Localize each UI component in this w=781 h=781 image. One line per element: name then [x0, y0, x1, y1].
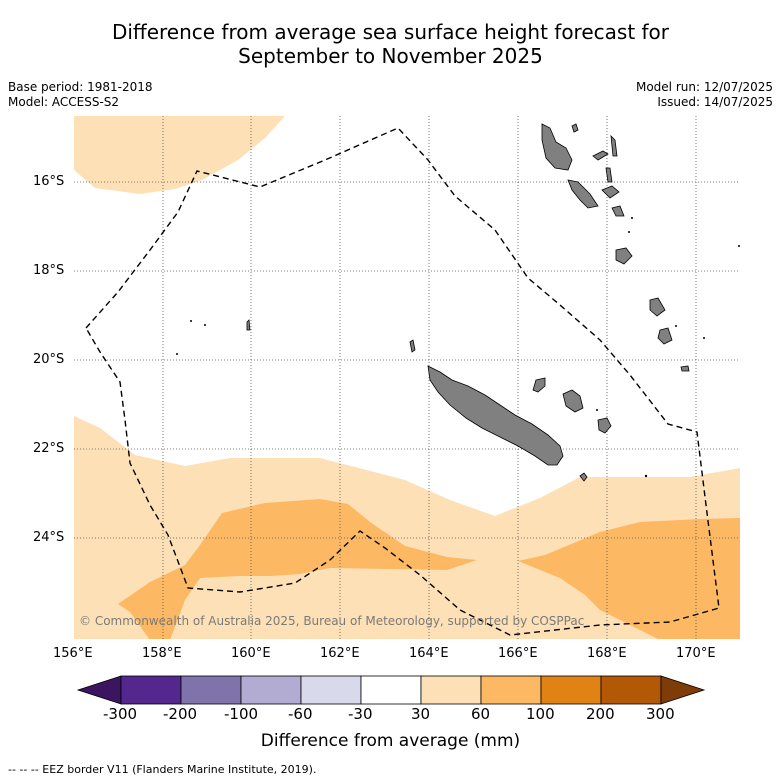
- lon-label: 170°E: [676, 646, 716, 661]
- colorbar-bin: [240, 675, 302, 705]
- espiritu-santo: [541, 123, 573, 171]
- colorbar-label: 30: [411, 705, 431, 723]
- colorbar-label: 60: [471, 705, 491, 723]
- lat-label: 22°S: [33, 441, 65, 456]
- malekula: [567, 179, 599, 209]
- lat-label: 16°S: [33, 174, 65, 189]
- copyright-notice: © Commonwealth of Australia 2025, Bureau…: [79, 614, 585, 628]
- colorbar-bin: [480, 675, 542, 705]
- lon-label: 156°E: [53, 646, 93, 661]
- title-line-2: September to November 2025: [238, 44, 543, 68]
- graticule: [74, 116, 740, 639]
- eez-border: [85, 127, 720, 636]
- anomaly-60-100-east: [518, 518, 740, 639]
- erromango: [649, 297, 666, 317]
- chesterfield-islands: [246, 319, 251, 331]
- colorbar-extend-low: [76, 675, 122, 705]
- model-run: Model run: 12/07/2025: [635, 80, 773, 94]
- lon-label: 168°E: [587, 646, 627, 661]
- isle-of-pines: [579, 472, 588, 482]
- epi: [611, 205, 625, 217]
- colorbar-label: -30: [348, 705, 373, 723]
- lat-label: 20°S: [33, 352, 65, 367]
- colorbar-label: -100: [224, 705, 259, 723]
- colorbar-bin: [360, 675, 422, 705]
- lon-label: 162°E: [320, 646, 360, 661]
- colorbar-bin: [600, 675, 662, 705]
- mare: [597, 417, 612, 434]
- map-title: Difference from average sea surface heig…: [0, 20, 781, 68]
- colorbar-label: 200: [586, 705, 615, 723]
- colorbar-bin: [420, 675, 482, 705]
- issued-date: Issued: 14/07/2025: [657, 95, 773, 109]
- lifou: [562, 389, 584, 413]
- efate: [615, 247, 633, 265]
- base-period: Base period: 1981-2018: [8, 80, 153, 94]
- eez-footnote: -- -- -- EEZ border V11 (Flanders Marine…: [8, 763, 317, 776]
- colorbar-bin: [300, 675, 362, 705]
- colorbar-label: 100: [526, 705, 555, 723]
- colorbar-bin: [120, 675, 182, 705]
- lat-label: 18°S: [33, 263, 65, 278]
- title-line-1: Difference from average sea surface heig…: [111, 20, 670, 44]
- ambae: [592, 150, 609, 161]
- model-info: Base period: 1981-2018 Model: ACCESS-S2: [8, 80, 153, 110]
- colorbar-label: 300: [646, 705, 675, 723]
- colorbar-bin: [540, 675, 602, 705]
- anomaly-60-100-west: [118, 499, 477, 639]
- pentecost: [605, 167, 613, 183]
- small-islets: [176, 217, 740, 478]
- ambrym: [601, 185, 620, 199]
- maewo: [610, 134, 618, 157]
- lon-label: 166°E: [498, 646, 538, 661]
- issue-info: Model run: 12/07/2025 Issued: 14/07/2025: [636, 80, 773, 110]
- colorbar-label: -200: [163, 705, 198, 723]
- land: [246, 123, 690, 482]
- lon-label: 164°E: [409, 646, 449, 661]
- belep-islands: [409, 339, 416, 353]
- vanua-lava: [571, 123, 579, 133]
- colorbar-label: -300: [103, 705, 138, 723]
- lat-label: 24°S: [33, 530, 65, 545]
- colorbar-title: Difference from average (mm): [260, 731, 521, 751]
- new-caledonia: [427, 365, 564, 466]
- model-name: Model: ACCESS-S2: [8, 95, 120, 109]
- tanna: [657, 327, 673, 345]
- lon-label: 158°E: [142, 646, 182, 661]
- lon-label: 160°E: [231, 646, 271, 661]
- anomaly-30-60-north: [74, 116, 285, 194]
- ouvea: [532, 377, 546, 393]
- colorbar-bin: [180, 675, 242, 705]
- colorbar: [76, 675, 706, 705]
- colorbar-extend-high: [660, 675, 706, 705]
- aneityum: [680, 365, 690, 372]
- colorbar-label: -60: [288, 705, 313, 723]
